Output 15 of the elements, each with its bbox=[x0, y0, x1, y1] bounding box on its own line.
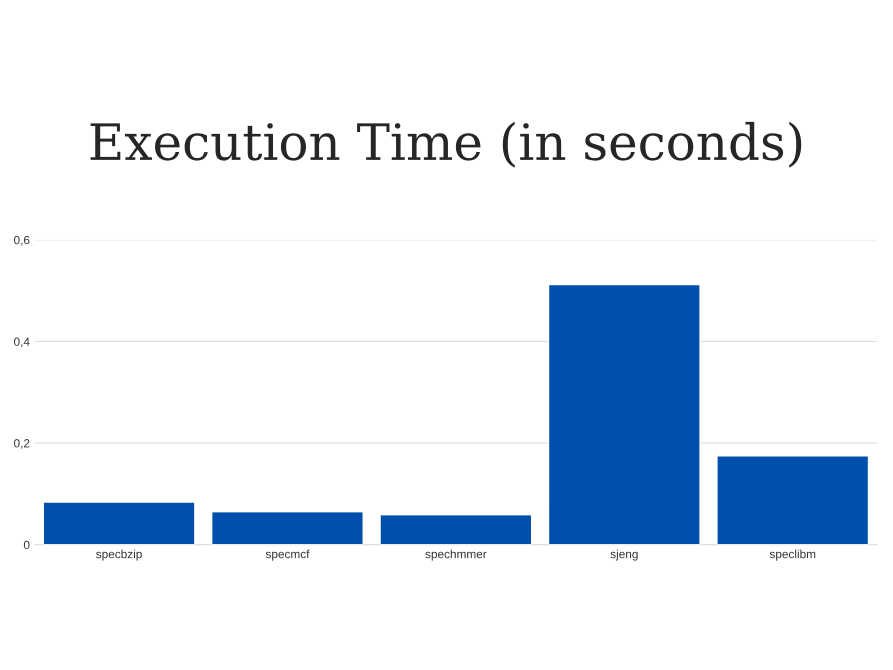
y-tick-label: 0,2 bbox=[14, 439, 30, 449]
x-tick-label: sjeng bbox=[610, 550, 638, 561]
x-tick-label: speclibm bbox=[770, 550, 816, 561]
bar bbox=[379, 514, 532, 545]
x-tick-label: specmcf bbox=[266, 550, 310, 561]
bar bbox=[42, 501, 196, 545]
x-tick-label: specbzip bbox=[96, 550, 142, 561]
y-tick-label: 0,4 bbox=[14, 338, 30, 348]
x-tick-label: spechmmer bbox=[425, 550, 487, 561]
y-tick-label: 0 bbox=[24, 540, 30, 550]
bar bbox=[548, 284, 701, 545]
chart-title: Execution Time (in seconds) bbox=[90, 122, 802, 168]
y-tick-label: 0,6 bbox=[14, 236, 30, 246]
bar bbox=[210, 510, 364, 545]
bar bbox=[716, 455, 870, 545]
